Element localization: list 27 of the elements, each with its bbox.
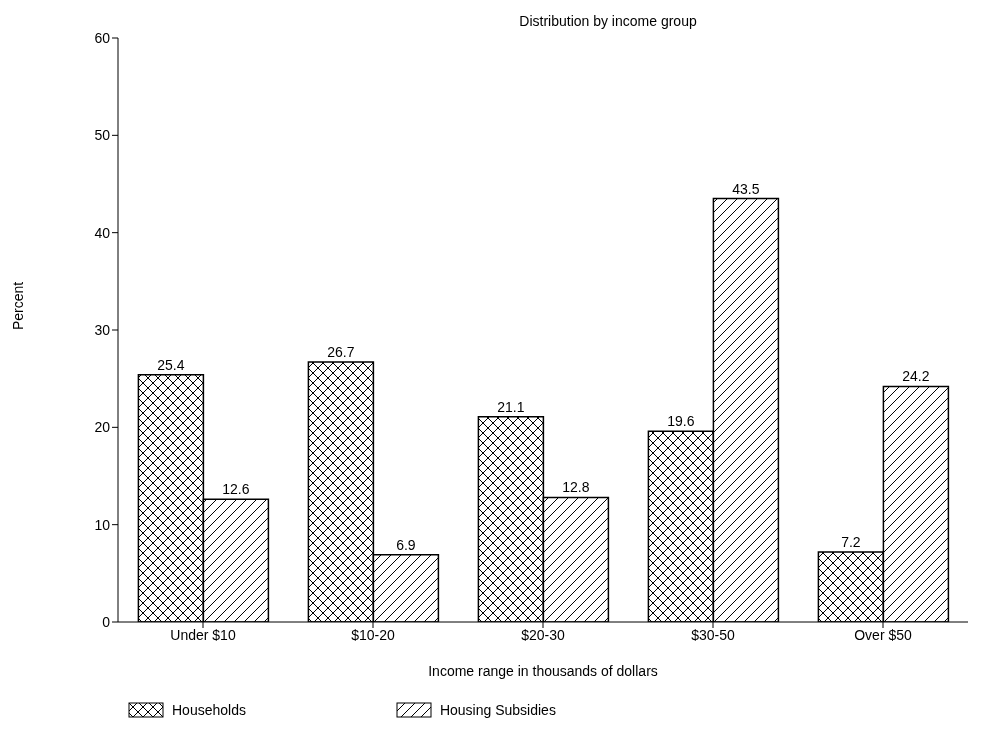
data-label: 26.7	[327, 344, 355, 361]
data-label: 24.2	[902, 368, 930, 385]
x-axis-title: Income range in thousands of dollars	[428, 663, 658, 679]
y-axis-title: Percent	[9, 281, 26, 330]
data-label: 21.1	[497, 398, 525, 415]
data-label: 43.5	[732, 180, 760, 197]
x-tick-label: Under $10	[170, 626, 236, 643]
y-tick-label: 40	[94, 224, 111, 241]
y-tick-label: 0	[102, 613, 111, 630]
data-label: 25.4	[157, 356, 185, 373]
y-tick-label: 60	[94, 29, 111, 46]
data-label: 19.6	[667, 413, 695, 430]
y-tick-label: 20	[94, 419, 111, 436]
x-tick-label: $30-50	[691, 626, 736, 643]
data-label: 7.2	[841, 533, 861, 550]
x-tick-label: $20-30	[521, 626, 566, 643]
x-tick-label: Over $50	[854, 626, 912, 643]
y-tick-label: 30	[94, 321, 111, 338]
data-label: 12.8	[562, 479, 590, 496]
x-tick-label: $10-20	[351, 626, 396, 643]
y-tick-label: 50	[94, 127, 111, 144]
legend-label: Households	[172, 702, 246, 718]
chart-title: Distribution by income group	[519, 13, 697, 29]
data-label: 6.9	[396, 536, 416, 553]
y-tick-label: 10	[94, 516, 111, 533]
data-label: 12.6	[222, 481, 250, 498]
legend-label: Housing Subsidies	[439, 702, 556, 718]
